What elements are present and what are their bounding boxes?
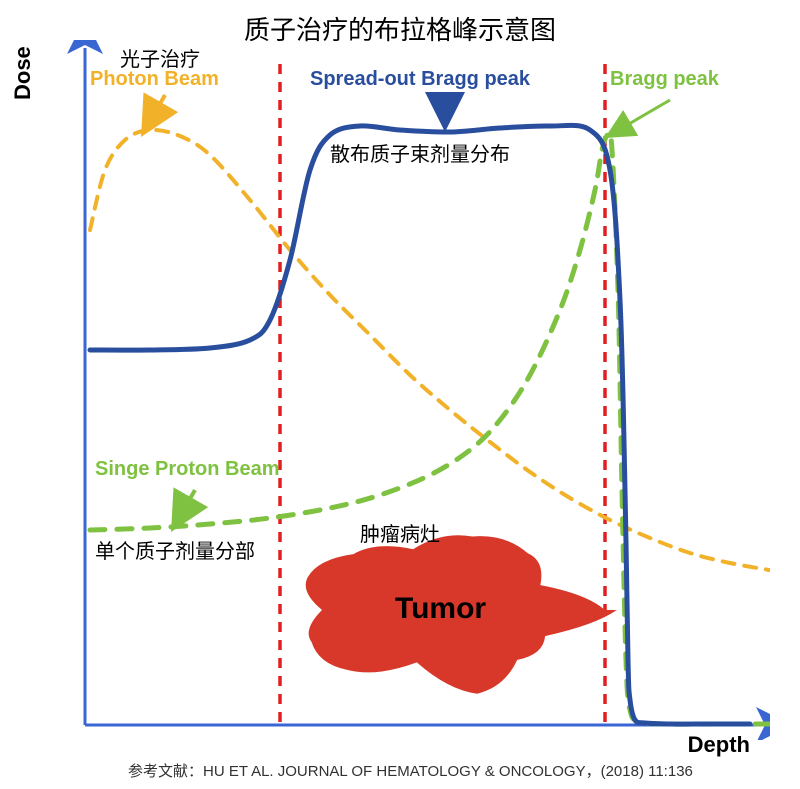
photon-label-en: Photon Beam — [90, 68, 219, 91]
tumor-label-zh: 肿瘤病灶 — [360, 518, 440, 547]
single-proton-arrow — [175, 490, 195, 525]
single-proton-label-zh: 单个质子剂量分部 — [95, 535, 255, 564]
tumor-label-en: Tumor — [395, 592, 486, 626]
citation-text: 参考文献：HU ET AL. JOURNAL OF HEMATOLOGY & O… — [128, 760, 693, 781]
chart-area: Dose Depth 光子治疗 Photon Beam Spread-out B… — [50, 40, 770, 740]
sobp-label-en: Spread-out Bragg peak — [310, 68, 530, 91]
y-axis-label: Dose — [10, 46, 36, 100]
bragg-peak-arrow — [610, 100, 670, 135]
sobp-label-zh: 散布质子束剂量分布 — [330, 138, 510, 167]
x-axis-label: Depth — [688, 732, 750, 758]
bragg-peak-label: Bragg peak — [610, 68, 719, 91]
photon-arrow — [145, 95, 165, 130]
single-proton-label-en: Singe Proton Beam — [95, 458, 279, 481]
